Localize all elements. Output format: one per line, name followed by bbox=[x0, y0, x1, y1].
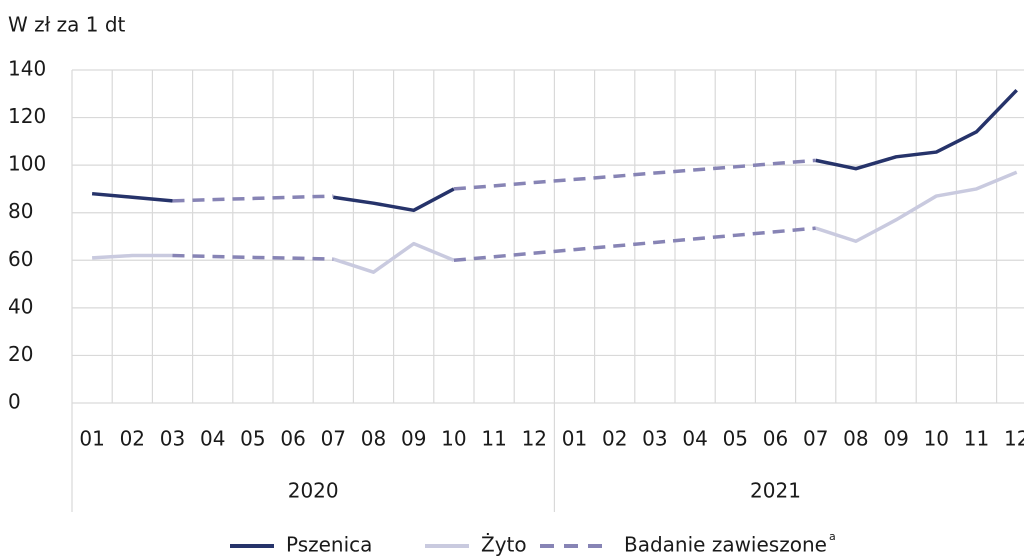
x-tick-label: 04 bbox=[200, 427, 225, 451]
x-tick-label: 08 bbox=[361, 427, 386, 451]
year-label: 2021 bbox=[750, 479, 801, 503]
x-tick-label: 12 bbox=[522, 427, 547, 451]
x-tick-label: 01 bbox=[79, 427, 104, 451]
x-tick-label: 11 bbox=[481, 427, 506, 451]
dashed-line bbox=[172, 226, 816, 263]
x-tick-label: 07 bbox=[321, 427, 346, 451]
x-tick-label: 07 bbox=[803, 427, 828, 451]
x-tick-label: 06 bbox=[763, 427, 788, 451]
x-tick-label: 05 bbox=[240, 427, 265, 451]
x-tick-label: 09 bbox=[883, 427, 908, 451]
legend-superscript: a bbox=[829, 530, 836, 543]
legend-label: Pszenica bbox=[286, 533, 372, 557]
x-tick-label: 04 bbox=[682, 427, 707, 451]
x-tick-label: 03 bbox=[642, 427, 667, 451]
y-tick-label: 40 bbox=[8, 294, 33, 318]
y-tick-label: 80 bbox=[8, 199, 33, 223]
y-tick-label: 120 bbox=[8, 104, 46, 128]
year-label: 2020 bbox=[288, 479, 339, 503]
legend-label: Żyto bbox=[481, 533, 527, 557]
y-tick-label: 20 bbox=[8, 342, 33, 366]
x-tick-label: 06 bbox=[280, 427, 305, 451]
y-tick-label: 60 bbox=[8, 247, 33, 271]
x-tick-label: 02 bbox=[602, 427, 627, 451]
y-axis-label: W zł za 1 dt bbox=[8, 13, 126, 37]
x-tick-label: 10 bbox=[441, 427, 466, 451]
x-tick-label: 12 bbox=[1004, 427, 1024, 451]
dashed-line bbox=[172, 158, 816, 203]
y-tick-label: 100 bbox=[8, 152, 46, 176]
x-tick-label: 11 bbox=[964, 427, 989, 451]
x-tick-label: 08 bbox=[843, 427, 868, 451]
x-tick-label: 01 bbox=[562, 427, 587, 451]
x-tick-label: 05 bbox=[723, 427, 748, 451]
y-tick-label: 0 bbox=[8, 390, 21, 414]
x-tick-label: 09 bbox=[401, 427, 426, 451]
series-line bbox=[91, 89, 1018, 213]
legend-label: Badanie zawieszone bbox=[624, 533, 827, 557]
x-tick-label: 02 bbox=[120, 427, 145, 451]
x-tick-label: 03 bbox=[160, 427, 185, 451]
x-tick-label: 10 bbox=[924, 427, 949, 451]
y-tick-label: 140 bbox=[8, 57, 46, 81]
series-line bbox=[91, 170, 1018, 274]
